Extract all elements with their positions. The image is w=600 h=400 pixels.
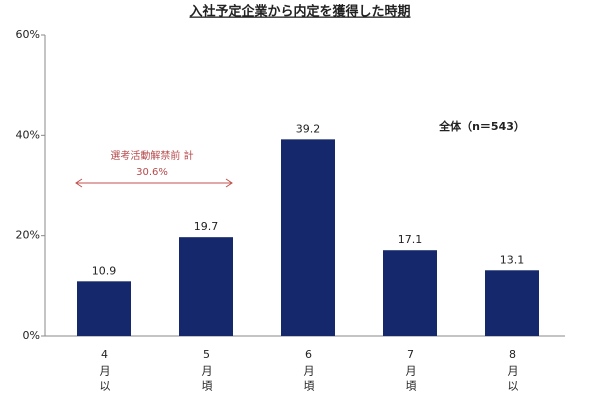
range-arrow: [75, 178, 233, 188]
x-tick-label: 6月頃: [302, 348, 315, 395]
y-tick-label: 0%: [23, 329, 40, 342]
x-tick-label: 8月以: [506, 348, 519, 395]
data-label: 19.7: [194, 220, 219, 233]
annotation: 30.6%: [136, 167, 168, 178]
bar: [281, 139, 335, 336]
x-tick-label: 4月以: [98, 348, 111, 395]
sample-note: 全体（n＝543）: [438, 119, 525, 133]
y-tick-label: 20%: [16, 229, 40, 242]
bar: [485, 270, 539, 336]
bar: [179, 237, 233, 336]
y-tick-label: 40%: [16, 128, 40, 141]
x-tick-label: 7月頃: [404, 348, 417, 395]
data-label: 39.2: [296, 122, 321, 135]
data-label: 17.1: [398, 233, 423, 246]
y-tick-label: 60%: [16, 28, 40, 41]
annotation: 選考活動解禁前 計: [110, 149, 193, 162]
bar: [77, 281, 131, 336]
data-label: 10.9: [92, 264, 117, 277]
data-label: 13.1: [500, 253, 525, 266]
chart-title: 入社予定企業から内定を獲得した時期: [189, 4, 410, 20]
x-tick-label: 5月頃: [200, 348, 213, 395]
bar: [383, 250, 437, 336]
